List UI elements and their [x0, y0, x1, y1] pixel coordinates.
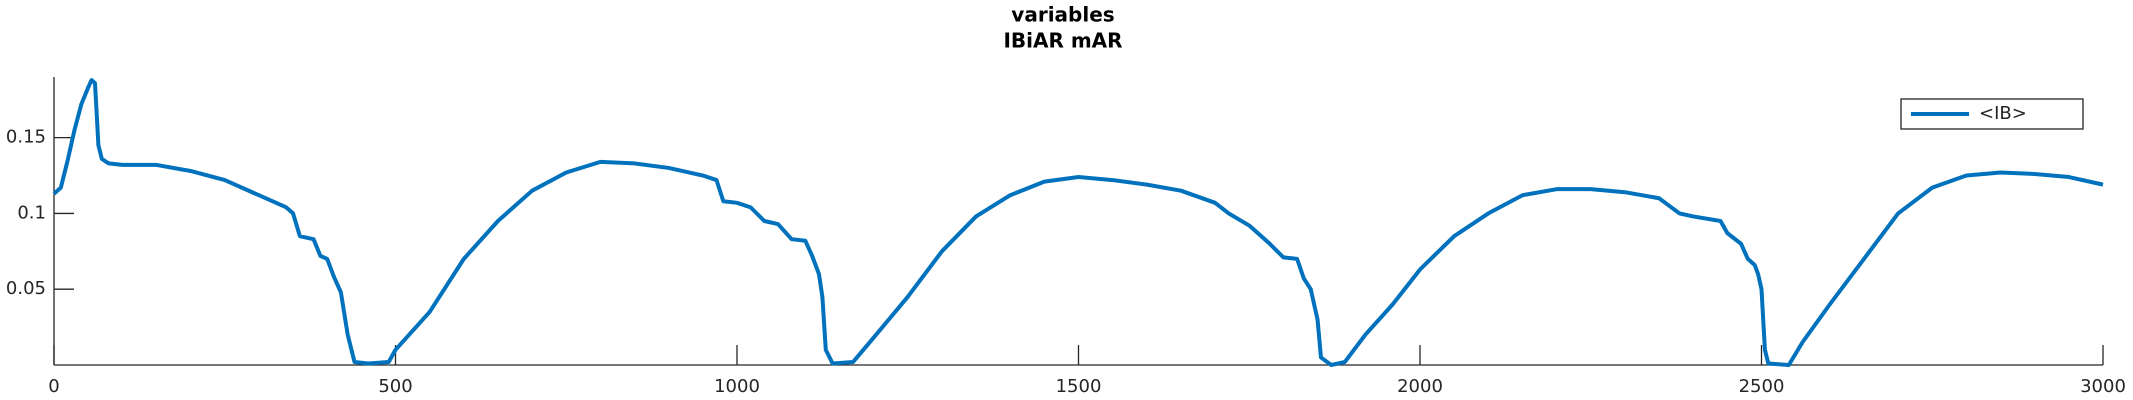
series-line [52, 78, 2104, 367]
x-tick-label: 3000 [2080, 376, 2126, 397]
legend-label: <IB> [1979, 103, 2027, 124]
x-tick-label: 2500 [1739, 376, 1785, 397]
x-tick-label: 500 [378, 376, 412, 397]
x-tick-label: 2000 [1397, 376, 1443, 397]
y-tick-label: 0.15 [6, 127, 46, 148]
x-tick-label: 1500 [1056, 376, 1102, 397]
y-tick-label: 0.1 [17, 202, 46, 223]
x-tick-label: 1000 [714, 376, 760, 397]
x-tick-label: 0 [48, 376, 59, 397]
chart-subtitle: IBiAR mAR [1003, 29, 1122, 53]
chart-title: variables [1011, 3, 1114, 27]
y-tick-label: 0.05 [6, 278, 46, 299]
